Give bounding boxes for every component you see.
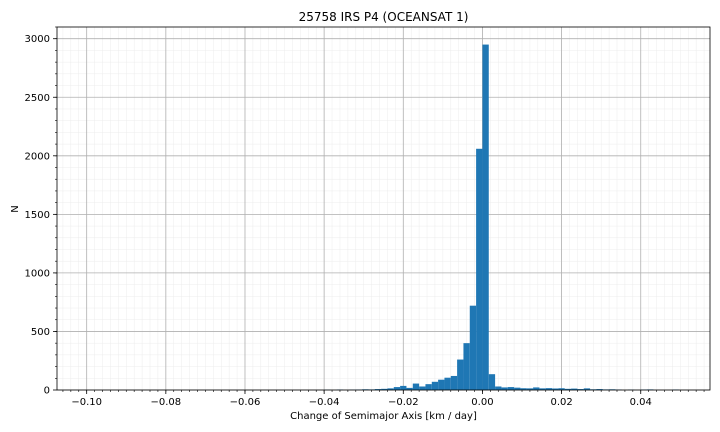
histogram-bar <box>463 343 470 390</box>
x-tick-label: −0.08 <box>151 397 182 408</box>
histogram-bar <box>438 379 445 390</box>
y-axis: 0 500 1000 1500 2000 2500 3000 <box>25 26 57 397</box>
y-tick-label: 2000 <box>25 151 50 162</box>
histogram-bar <box>476 148 483 390</box>
x-tick-label: −0.10 <box>71 397 102 408</box>
major-grid <box>57 27 710 391</box>
histogram-bar <box>501 387 508 390</box>
y-tick-label: 0 <box>44 386 50 397</box>
chart-title: 25758 IRS P4 (OCEANSAT 1) <box>299 10 469 24</box>
histogram-bar <box>514 387 521 390</box>
y-axis-label: N <box>10 205 21 212</box>
histogram-bar <box>387 388 394 390</box>
x-axis-label: Change of Semimajor Axis [km / day] <box>290 411 477 422</box>
histogram-bar <box>545 388 553 390</box>
histogram-bars <box>324 44 679 391</box>
histogram-bar <box>520 388 527 390</box>
histogram-bar <box>596 389 603 390</box>
histogram-bar <box>457 359 464 390</box>
histogram-bar <box>444 377 451 390</box>
histogram-bar <box>482 44 489 391</box>
y-tick-label: 2500 <box>25 93 50 104</box>
histogram-bar <box>583 388 591 390</box>
histogram-bar <box>571 388 578 390</box>
x-tick-label: −0.02 <box>388 397 419 408</box>
y-tick-label: 1000 <box>25 268 50 279</box>
histogram-bar <box>419 386 426 390</box>
x-tick-label: −0.04 <box>309 397 340 408</box>
histogram-bar <box>406 387 413 390</box>
histogram-bar <box>412 383 420 390</box>
histogram-bar <box>539 388 546 390</box>
histogram-bar <box>558 388 565 390</box>
histogram-bar <box>564 388 572 390</box>
histogram-bar <box>495 386 502 390</box>
histogram-bar <box>431 381 439 390</box>
x-tick-label: 0.02 <box>550 397 572 408</box>
histogram-bar <box>469 305 477 390</box>
x-axis: −0.10 −0.08 −0.06 −0.04 −0.02 0.00 0.02 0.04 <box>62 390 705 408</box>
y-tick-label: 3000 <box>25 34 50 45</box>
histogram-bar <box>533 387 540 390</box>
x-tick-label: 0.04 <box>630 397 652 408</box>
histogram-bar <box>400 385 407 390</box>
histogram-bar <box>526 388 534 390</box>
histogram-bar <box>507 387 515 390</box>
histogram-bar <box>393 387 401 390</box>
x-tick-label: 0.00 <box>471 397 493 408</box>
y-tick-label: 1500 <box>25 210 50 221</box>
histogram-bar <box>374 389 382 390</box>
histogram-bar <box>425 384 432 390</box>
y-tick-label: 500 <box>31 327 50 338</box>
x-tick-label: −0.06 <box>230 397 261 408</box>
histogram-bar <box>552 388 559 390</box>
histogram-bar <box>381 388 388 390</box>
minor-grid <box>57 26 710 390</box>
histogram-bar <box>577 389 584 390</box>
plot-frame <box>56 26 711 391</box>
histogram-bar <box>488 374 496 390</box>
histogram-bar <box>450 375 458 390</box>
